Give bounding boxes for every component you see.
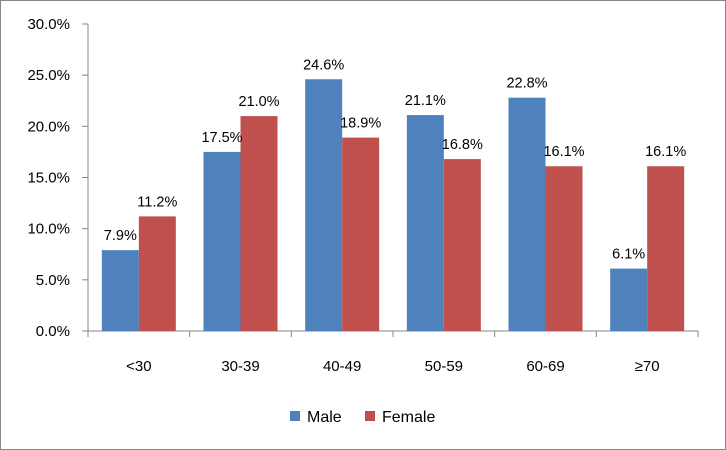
bars [101, 79, 685, 332]
x-tick-label: 40-49 [323, 358, 361, 375]
data-label-female: 21.0% [238, 94, 279, 110]
bar-female-5 [647, 166, 685, 331]
data-labels: 7.9% 17.5% 24.6% 21.1% 22.8% 6.1% 11.2% 21.0% 18… [104, 57, 687, 262]
data-label-male: 22.8% [506, 76, 547, 92]
y-tick-label: 30.0% [27, 16, 70, 33]
data-label-male: 21.1% [405, 93, 446, 109]
legend: Male Female [290, 409, 435, 426]
axes: 0.0% 5.0% 10.0% 15.0% 20.0% 25.0% 30.0% <30 30-3… [27, 16, 699, 375]
bar-male-2 [305, 79, 343, 331]
data-label-female: 16.1% [543, 144, 584, 160]
data-label-female: 11.2% [137, 194, 177, 210]
legend-swatch-male [290, 411, 300, 421]
bar-male-3 [406, 115, 444, 332]
bar-female-4 [545, 166, 583, 331]
y-tick-label: 25.0% [27, 67, 70, 84]
bar-female-1 [240, 116, 278, 331]
x-tick-label: 60-69 [526, 358, 564, 375]
y-tick-label: 5.0% [36, 272, 70, 289]
y-tick-label: 20.0% [27, 118, 70, 135]
x-tick-label: <30 [126, 358, 151, 375]
data-label-male: 6.1% [612, 247, 645, 263]
data-label-male: 17.5% [201, 130, 242, 146]
legend-swatch-female [365, 411, 375, 421]
bar-female-3 [443, 159, 481, 331]
x-tick-label: 30-39 [221, 358, 259, 375]
data-label-male: 7.9% [104, 228, 137, 244]
data-label-female: 16.8% [442, 137, 483, 153]
data-label-female: 18.9% [340, 116, 381, 132]
legend-label-female: Female [382, 409, 435, 426]
x-tick-label: 50-59 [425, 358, 463, 375]
y-tick-label: 10.0% [27, 221, 70, 238]
x-tick-label: ≥70 [635, 358, 660, 375]
y-tick-label: 0.0% [36, 323, 70, 340]
data-label-female: 16.1% [645, 144, 686, 160]
y-tick-label: 15.0% [27, 170, 70, 187]
legend-label-male: Male [307, 409, 342, 426]
bar-male-5 [610, 268, 648, 331]
bar-male-1 [203, 151, 241, 331]
bar-female-0 [138, 216, 176, 331]
bar-male-0 [101, 250, 139, 331]
bar-male-4 [508, 97, 546, 332]
bar-female-2 [342, 137, 380, 331]
data-label-male: 24.6% [303, 57, 344, 73]
